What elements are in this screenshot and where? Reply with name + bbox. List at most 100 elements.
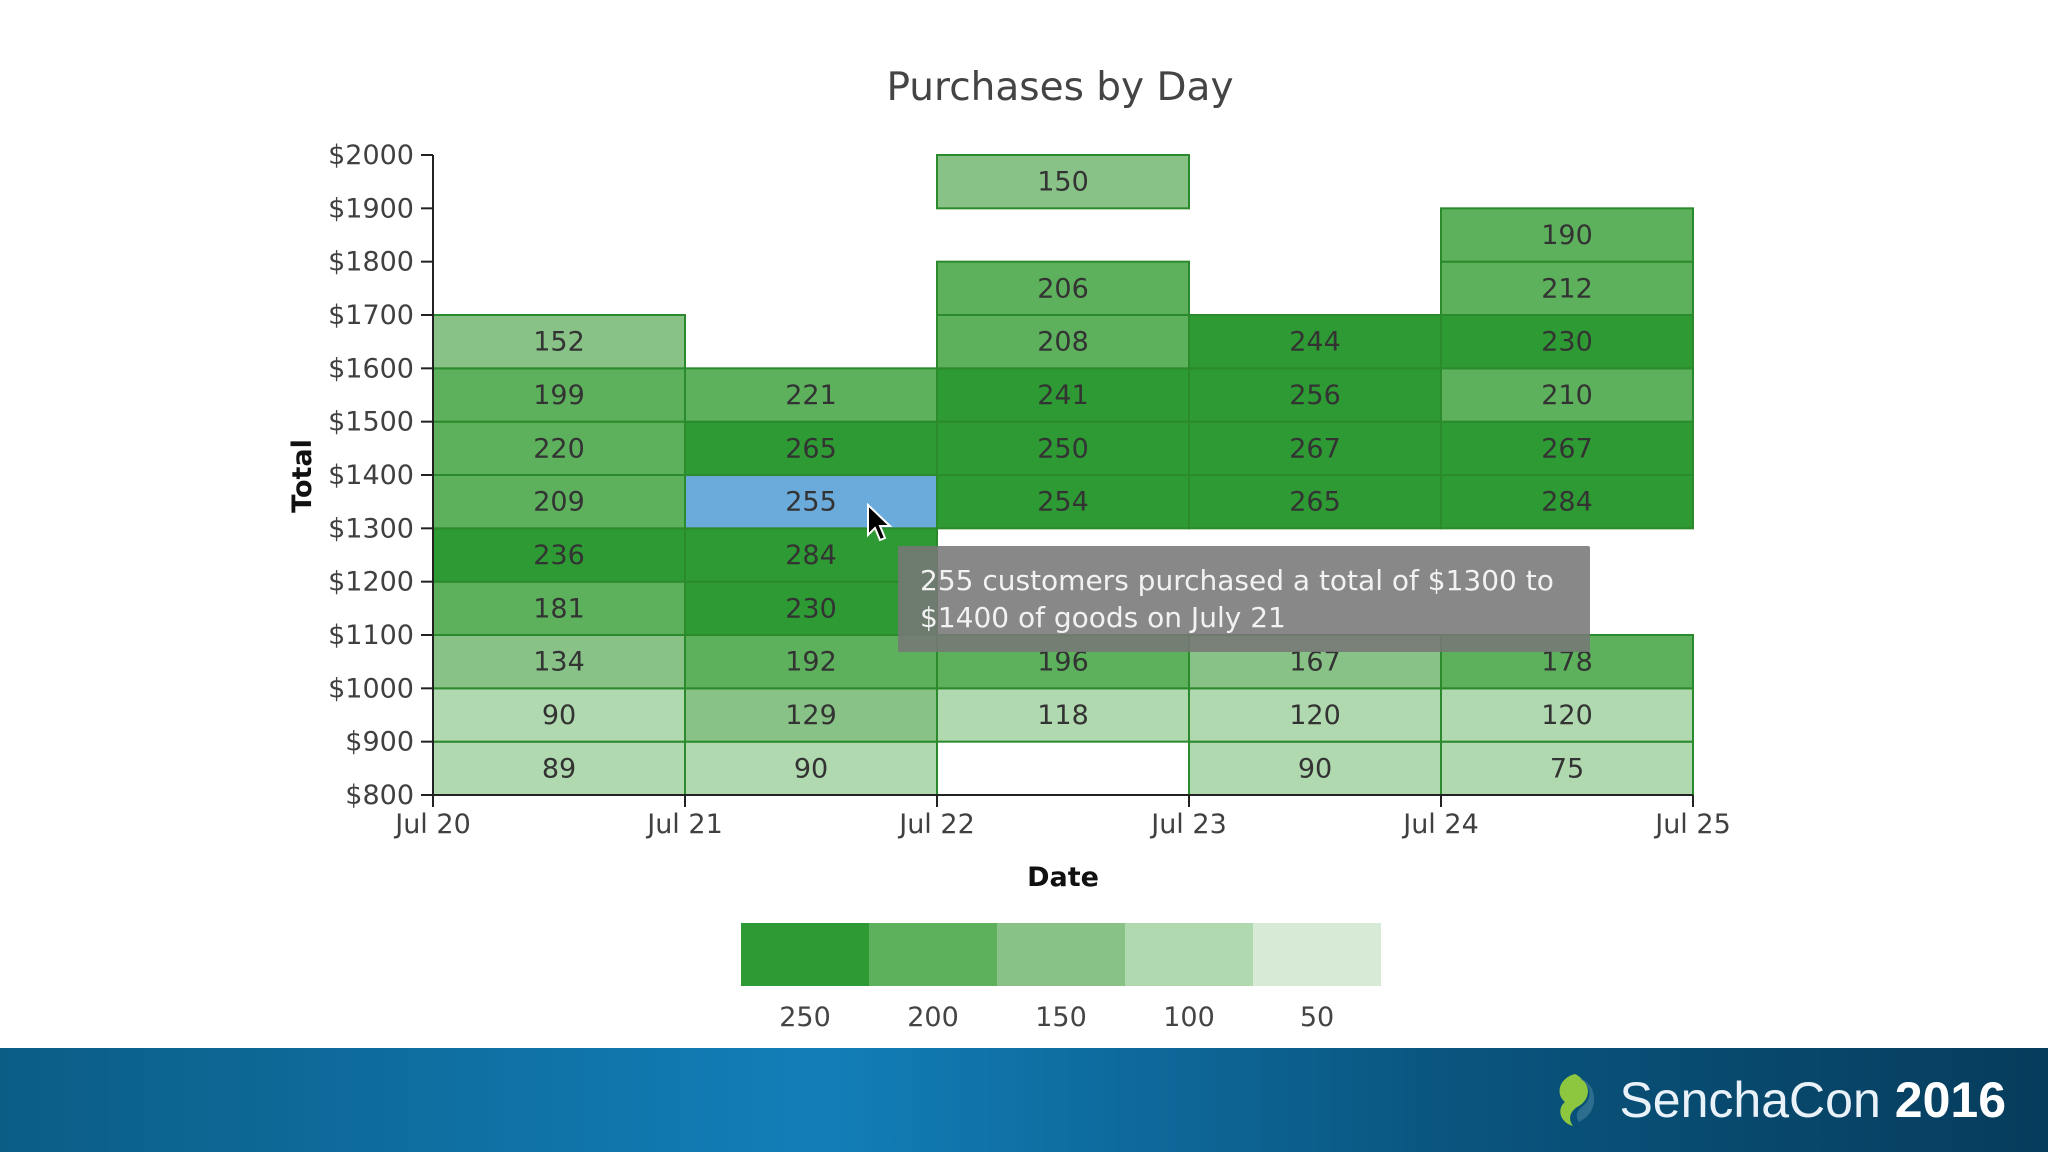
cell-value-label: 150 xyxy=(1037,167,1089,198)
cell-value-label: 265 xyxy=(1289,487,1341,518)
cell-value-label: 221 xyxy=(785,380,837,411)
heatmap-cell[interactable] xyxy=(432,740,686,797)
chart-title: Purchases by Day xyxy=(886,65,1233,110)
cell-value-label: 265 xyxy=(785,433,837,464)
cell-value-label: 212 xyxy=(1541,273,1593,304)
cell-value-label: 230 xyxy=(785,593,837,624)
heatmap-cell[interactable] xyxy=(1188,314,1442,370)
x-tick-label: Jul 21 xyxy=(645,809,723,840)
cell-value-label: 118 xyxy=(1037,700,1089,731)
heatmap-cell[interactable] xyxy=(936,260,1190,316)
heatmap-cells: 89 90 134 181 236 209 220 199 152 90 129 192 230 284 2… xyxy=(432,154,1694,797)
cell-value-label: 250 xyxy=(1037,433,1089,464)
brand-logo: SenchaCon 2016 xyxy=(1549,1070,2006,1130)
heatmap-cell[interactable] xyxy=(684,420,938,476)
mouse-cursor-icon xyxy=(867,503,893,542)
cell-value-label: 181 xyxy=(533,593,585,624)
heatmap-cell[interactable] xyxy=(1440,260,1694,316)
heatmap-cell[interactable] xyxy=(684,580,938,637)
legend-label: 50 xyxy=(1300,1002,1334,1033)
color-legend: 250 200 150 100 50 xyxy=(741,923,1381,1033)
legend-swatch xyxy=(1125,923,1253,986)
cell-value-label: 210 xyxy=(1541,380,1593,411)
heatmap-cell[interactable] xyxy=(1440,367,1694,423)
cell-value-label: 90 xyxy=(542,700,576,731)
legend-swatch xyxy=(741,923,869,986)
cell-value-label: 255 xyxy=(785,487,837,518)
brand-name: SenchaCon xyxy=(1619,1072,1881,1128)
cell-value-label: 152 xyxy=(533,327,585,358)
cell-value-label: 267 xyxy=(1289,433,1341,464)
cell-value-label: 220 xyxy=(533,433,585,464)
cell-value-label: 90 xyxy=(1298,753,1332,784)
heatmap-chart: Purchases by Day 89 90 134 181 236 209 220 199 1… xyxy=(287,65,1731,1033)
x-tick-label: Jul 22 xyxy=(897,809,975,840)
heatmap-cell[interactable] xyxy=(1188,740,1442,797)
cell-value-label: 284 xyxy=(1541,487,1593,518)
heatmap-cell[interactable] xyxy=(684,634,938,690)
heatmap-cell[interactable] xyxy=(936,687,1190,743)
heatmap-cell[interactable] xyxy=(432,527,686,583)
cell-value-label: 89 xyxy=(542,753,576,784)
x-tick-label: Jul 24 xyxy=(1401,809,1479,840)
y-tick-label: $800 xyxy=(345,780,414,811)
cell-value-label: 236 xyxy=(533,540,585,571)
heatmap-cell[interactable] xyxy=(1440,420,1694,476)
x-axis-title: Date xyxy=(1027,862,1099,893)
legend-swatch xyxy=(997,923,1125,986)
legend-label: 200 xyxy=(907,1002,959,1033)
heatmap-cell[interactable] xyxy=(1188,420,1442,476)
y-tick-label: $2000 xyxy=(328,140,414,171)
cell-value-label: 120 xyxy=(1541,700,1593,731)
cell-value-label: 244 xyxy=(1289,327,1341,358)
heatmap-cell[interactable] xyxy=(684,740,938,797)
y-tick-label: $1000 xyxy=(328,673,414,704)
legend-swatch xyxy=(869,923,997,986)
y-axis-title: Total xyxy=(287,439,318,513)
cell-value-label: 284 xyxy=(785,540,837,571)
x-tick-label: Jul 23 xyxy=(1149,809,1227,840)
y-tick-label: $1600 xyxy=(328,353,414,384)
cell-value-label: 192 xyxy=(785,647,837,678)
cell-value-label: 134 xyxy=(533,647,585,678)
brand-year: 2016 xyxy=(1894,1072,2006,1128)
legend-label: 150 xyxy=(1035,1002,1087,1033)
heatmap-cell[interactable] xyxy=(1188,474,1442,530)
heatmap-cell[interactable] xyxy=(684,367,938,423)
cell-value-label: 256 xyxy=(1289,380,1341,411)
legend-swatch xyxy=(1253,923,1381,986)
y-tick-label: $1700 xyxy=(328,300,414,331)
cell-value-label: 199 xyxy=(533,380,585,411)
cell-value-label: 120 xyxy=(1289,700,1341,731)
y-tick-label: $1800 xyxy=(328,247,414,278)
heatmap-cell[interactable] xyxy=(432,687,686,743)
footer-banner: SenchaCon 2016 xyxy=(0,1048,2048,1152)
x-tick-label: Jul 20 xyxy=(393,809,471,840)
y-tick-label: $1500 xyxy=(328,407,414,438)
cell-value-label: 267 xyxy=(1541,433,1593,464)
cell-value-label: 190 xyxy=(1541,220,1593,251)
y-tick-label: $1900 xyxy=(328,193,414,224)
legend-label: 250 xyxy=(779,1002,831,1033)
heatmap-cell[interactable] xyxy=(1440,207,1694,263)
heatmap-cell[interactable] xyxy=(1440,687,1694,743)
cell-value-label: 75 xyxy=(1550,753,1584,784)
sencha-leaf-icon xyxy=(1560,1074,1595,1126)
cell-value-label: 206 xyxy=(1037,273,1089,304)
y-tick-label: $1400 xyxy=(328,460,414,491)
cell-tooltip: 255 customers purchased a total of $1300… xyxy=(898,546,1590,652)
y-tick-label: $1300 xyxy=(328,513,414,544)
heatmap-cell[interactable] xyxy=(936,154,1190,210)
cell-value-label: 208 xyxy=(1037,327,1089,358)
heatmap-cell[interactable] xyxy=(1188,367,1442,423)
chart-axes: $800 $900 $1000 $1100 $1200 $1300 $1400 $1500 $1… xyxy=(328,140,1731,840)
heatmap-cell[interactable] xyxy=(936,367,1190,423)
cell-value-label: 254 xyxy=(1037,487,1089,518)
cell-value-label: 90 xyxy=(794,753,828,784)
legend-label: 100 xyxy=(1163,1002,1215,1033)
x-tick-label: Jul 25 xyxy=(1653,809,1731,840)
heatmap-cell[interactable] xyxy=(432,420,686,476)
cell-value-label: 209 xyxy=(533,487,585,518)
y-tick-label: $1200 xyxy=(328,567,414,598)
y-tick-label: $900 xyxy=(345,727,414,758)
